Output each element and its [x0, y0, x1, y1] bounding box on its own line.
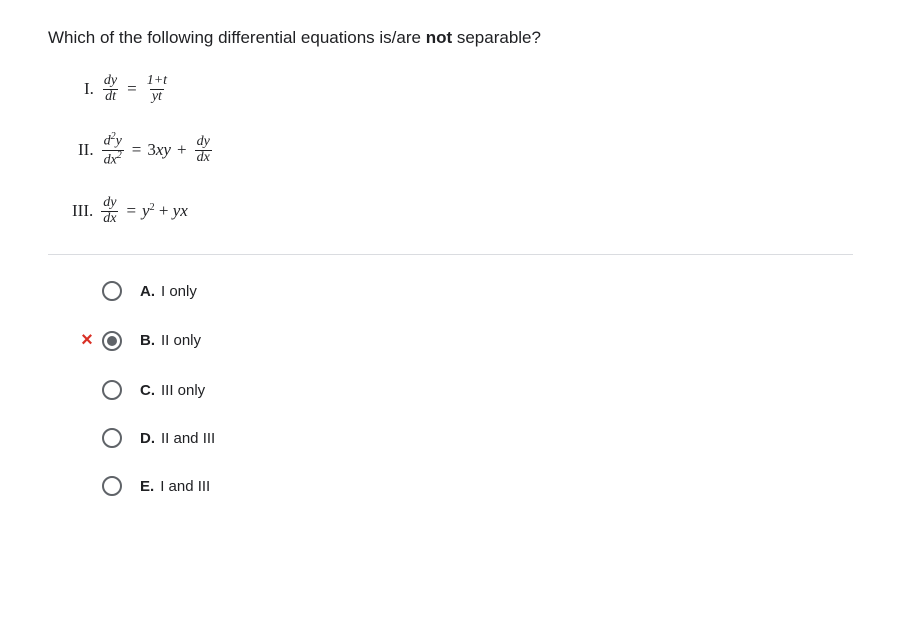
eq-ii-rhs-num: dy — [195, 135, 212, 150]
radio-b-dot — [107, 336, 117, 346]
option-c-text: III only — [161, 382, 205, 399]
eq-i-lhs-frac: dy dt — [102, 74, 119, 104]
eq-ii-lhs-den: dx2 — [102, 150, 124, 168]
numeral-i: I. — [84, 79, 94, 99]
question-container: Which of the following differential equa… — [0, 0, 901, 552]
eq-ii-lhs-num: d2y — [102, 132, 124, 149]
option-b-label: B. II only — [140, 332, 201, 349]
option-e[interactable]: E. I and III — [72, 476, 853, 496]
stem-post: separable? — [452, 28, 541, 47]
option-d-letter: D. — [140, 430, 155, 447]
option-e-text: I and III — [160, 478, 210, 495]
radio-d[interactable] — [102, 428, 122, 448]
eq-iii-equals: = — [126, 201, 136, 221]
eq-i-lhs-num: dy — [102, 74, 119, 89]
radio-a[interactable] — [102, 281, 122, 301]
option-a-text: I only — [161, 283, 197, 300]
stem-pre: Which of the following differential equa… — [48, 28, 426, 47]
option-e-letter: E. — [140, 478, 154, 495]
radio-c[interactable] — [102, 380, 122, 400]
option-d[interactable]: D. II and III — [72, 428, 853, 448]
eq-i-rhs-den: yt — [150, 89, 164, 105]
option-d-label: D. II and III — [140, 430, 215, 447]
eq-iii-lhs-num: dy — [101, 196, 118, 211]
numeral-iii: III. — [72, 201, 93, 221]
option-b-mark: × — [72, 329, 102, 352]
radio-e[interactable] — [102, 476, 122, 496]
option-c[interactable]: C. III only — [72, 380, 853, 400]
option-b-letter: B. — [140, 332, 155, 349]
radio-b[interactable] — [102, 331, 122, 351]
equation-ii: II. d2y dx2 = 3xy + dy dx — [78, 132, 853, 168]
question-stem: Which of the following differential equa… — [48, 28, 853, 48]
eq-ii-lhs-frac: d2y dx2 — [102, 132, 124, 168]
option-b[interactable]: × B. II only — [72, 329, 853, 352]
option-a[interactable]: A. I only — [72, 281, 853, 301]
eq-ii-rhs-frac: dy dx — [195, 135, 212, 165]
numeral-ii: II. — [78, 140, 94, 160]
option-b-text: II only — [161, 332, 201, 349]
option-c-letter: C. — [140, 382, 155, 399]
equation-i: I. dy dt = 1+t yt — [84, 74, 853, 104]
eq-i-rhs-frac: 1+t yt — [145, 74, 169, 104]
eq-ii-mid: 3xy — [147, 140, 171, 160]
options-list: A. I only × B. II only C. III only D. II and… — [48, 281, 853, 496]
option-a-label: A. I only — [140, 283, 197, 300]
stem-bold: not — [426, 28, 452, 47]
option-d-text: II and III — [161, 430, 215, 447]
eq-i-lhs-den: dt — [103, 89, 118, 105]
option-c-label: C. III only — [140, 382, 205, 399]
eq-ii-rhs-den: dx — [195, 150, 212, 166]
eq-i-equals: = — [127, 79, 137, 99]
eq-iii-rhs: y2 + yx — [142, 201, 188, 221]
eq-i-rhs-num: 1+t — [145, 74, 169, 89]
eq-ii-equals: = — [132, 140, 142, 160]
option-e-label: E. I and III — [140, 478, 210, 495]
option-a-letter: A. — [140, 283, 155, 300]
eq-iii-lhs-den: dx — [101, 211, 118, 227]
eq-ii-plus: + — [177, 140, 187, 160]
eq-iii-lhs-frac: dy dx — [101, 196, 118, 226]
equations-block: I. dy dt = 1+t yt II. d2y dx2 = 3xy + dy — [48, 74, 853, 226]
equation-iii: III. dy dx = y2 + yx — [72, 196, 853, 226]
divider — [48, 254, 853, 255]
